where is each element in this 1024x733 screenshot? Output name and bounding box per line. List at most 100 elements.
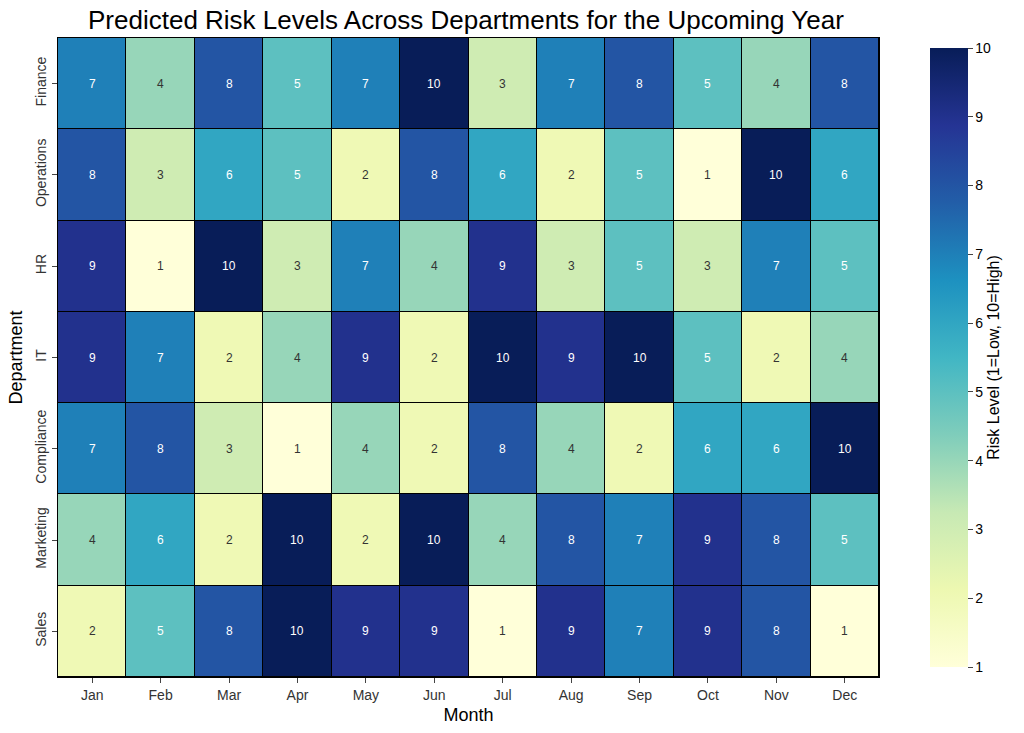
svg-text:2: 2	[226, 351, 233, 365]
svg-text:7: 7	[636, 533, 643, 547]
svg-text:8: 8	[568, 533, 575, 547]
svg-text:3: 3	[499, 77, 506, 91]
svg-text:Jan: Jan	[81, 687, 104, 703]
svg-text:2: 2	[226, 533, 233, 547]
svg-text:1: 1	[975, 659, 983, 675]
svg-text:1: 1	[704, 168, 711, 182]
svg-text:8: 8	[975, 177, 983, 193]
svg-text:Finance: Finance	[33, 56, 49, 106]
svg-text:Marketing: Marketing	[33, 507, 49, 568]
svg-text:7: 7	[975, 246, 983, 262]
svg-text:10: 10	[496, 351, 510, 365]
svg-text:9: 9	[89, 259, 96, 273]
svg-text:Mar: Mar	[217, 687, 241, 703]
svg-text:5: 5	[636, 168, 643, 182]
svg-text:Feb: Feb	[149, 687, 173, 703]
svg-text:7: 7	[636, 624, 643, 638]
svg-text:5: 5	[157, 624, 164, 638]
svg-text:3: 3	[975, 521, 983, 537]
svg-text:Jul: Jul	[494, 687, 512, 703]
svg-text:4: 4	[89, 533, 96, 547]
svg-text:5: 5	[841, 259, 848, 273]
svg-text:4: 4	[157, 77, 164, 91]
svg-text:7: 7	[568, 77, 575, 91]
svg-text:Compliance: Compliance	[33, 410, 49, 484]
svg-text:4: 4	[362, 442, 369, 456]
svg-text:8: 8	[499, 442, 506, 456]
svg-text:10: 10	[427, 77, 441, 91]
svg-text:Jun: Jun	[423, 687, 446, 703]
svg-text:6: 6	[157, 533, 164, 547]
svg-text:2: 2	[975, 590, 983, 606]
svg-text:5: 5	[636, 259, 643, 273]
svg-text:Dec: Dec	[832, 687, 857, 703]
svg-text:8: 8	[773, 624, 780, 638]
svg-text:8: 8	[226, 624, 233, 638]
svg-text:Sep: Sep	[627, 687, 652, 703]
svg-text:1: 1	[499, 624, 506, 638]
svg-text:9: 9	[704, 624, 711, 638]
svg-text:8: 8	[773, 533, 780, 547]
svg-text:2: 2	[89, 624, 96, 638]
svg-text:4: 4	[975, 453, 983, 469]
svg-text:6: 6	[704, 442, 711, 456]
svg-text:7: 7	[89, 77, 96, 91]
svg-text:10: 10	[290, 624, 304, 638]
svg-text:4: 4	[568, 442, 575, 456]
svg-text:4: 4	[294, 351, 301, 365]
svg-text:8: 8	[841, 77, 848, 91]
svg-text:10: 10	[290, 533, 304, 547]
svg-text:Oct: Oct	[697, 687, 719, 703]
svg-text:6: 6	[841, 168, 848, 182]
svg-text:2: 2	[431, 351, 438, 365]
svg-text:4: 4	[431, 259, 438, 273]
svg-text:9: 9	[568, 624, 575, 638]
svg-text:May: May	[353, 687, 379, 703]
svg-text:1: 1	[157, 259, 164, 273]
svg-text:3: 3	[704, 259, 711, 273]
svg-text:10: 10	[769, 168, 783, 182]
svg-text:5: 5	[704, 77, 711, 91]
svg-text:9: 9	[362, 351, 369, 365]
svg-text:Department: Department	[6, 310, 26, 404]
svg-text:9: 9	[89, 351, 96, 365]
svg-text:8: 8	[636, 77, 643, 91]
svg-text:10: 10	[633, 351, 647, 365]
svg-text:10: 10	[427, 533, 441, 547]
svg-text:10: 10	[222, 259, 236, 273]
svg-text:4: 4	[499, 533, 506, 547]
svg-text:4: 4	[773, 77, 780, 91]
svg-text:3: 3	[568, 259, 575, 273]
svg-text:2: 2	[362, 168, 369, 182]
svg-text:5: 5	[975, 384, 983, 400]
svg-text:2: 2	[636, 442, 643, 456]
svg-text:7: 7	[362, 259, 369, 273]
svg-text:9: 9	[704, 533, 711, 547]
svg-text:6: 6	[499, 168, 506, 182]
svg-text:5: 5	[294, 168, 301, 182]
svg-text:5: 5	[294, 77, 301, 91]
svg-text:Operations: Operations	[33, 139, 49, 207]
svg-text:7: 7	[157, 351, 164, 365]
svg-text:3: 3	[294, 259, 301, 273]
svg-text:3: 3	[157, 168, 164, 182]
svg-text:2: 2	[773, 351, 780, 365]
svg-text:Nov: Nov	[764, 687, 789, 703]
svg-text:6: 6	[773, 442, 780, 456]
svg-text:10: 10	[975, 40, 991, 56]
svg-text:Month: Month	[443, 705, 493, 725]
svg-text:Apr: Apr	[287, 687, 309, 703]
svg-text:3: 3	[226, 442, 233, 456]
svg-text:HR: HR	[33, 254, 49, 274]
svg-text:6: 6	[975, 315, 983, 331]
svg-text:9: 9	[975, 109, 983, 125]
svg-text:8: 8	[226, 77, 233, 91]
svg-text:2: 2	[362, 533, 369, 547]
svg-text:Predicted Risk Levels Across D: Predicted Risk Levels Across Departments…	[88, 5, 844, 35]
svg-text:7: 7	[362, 77, 369, 91]
svg-text:7: 7	[89, 442, 96, 456]
svg-text:Risk Level (1=Low, 10=High): Risk Level (1=Low, 10=High)	[985, 255, 1002, 460]
svg-text:6: 6	[226, 168, 233, 182]
svg-text:5: 5	[841, 533, 848, 547]
svg-text:9: 9	[431, 624, 438, 638]
